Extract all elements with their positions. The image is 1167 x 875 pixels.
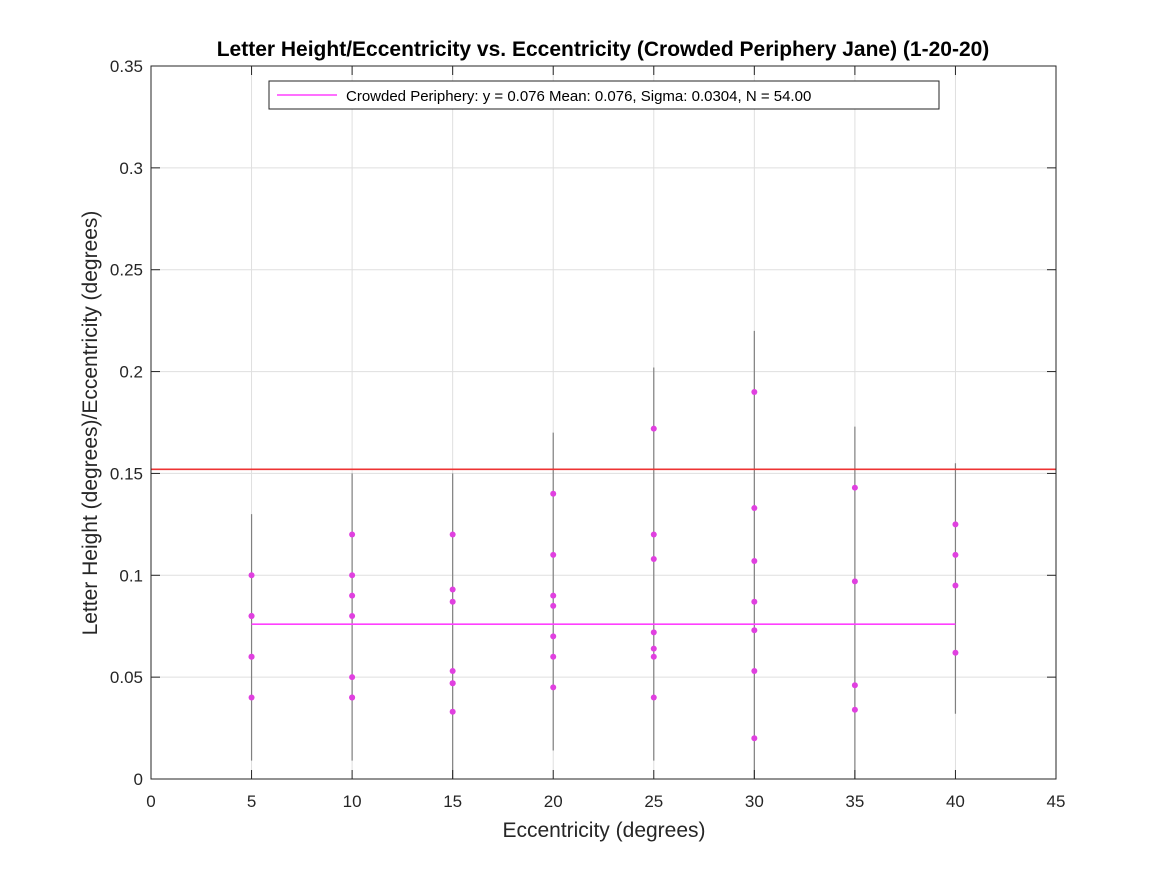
data-point	[650, 425, 657, 432]
x-tick-label: 20	[544, 792, 563, 811]
x-tick-label: 5	[247, 792, 256, 811]
data-point	[449, 668, 456, 675]
data-point	[449, 598, 456, 605]
data-point	[349, 592, 356, 599]
y-tick-label: 0.1	[119, 566, 143, 585]
y-tick-label: 0.05	[110, 668, 143, 687]
axes-background	[151, 66, 1056, 779]
data-point	[248, 694, 255, 701]
data-point	[550, 653, 557, 660]
axes-frame	[150, 65, 1057, 780]
data-point	[751, 735, 758, 742]
y-tick-label: 0.15	[110, 464, 143, 483]
x-tick-label: 15	[443, 792, 462, 811]
data-point	[349, 694, 356, 701]
plot-area: 0 5 10 15 20 25 30 35 40 45 0 0.05 0.1 0.15 0.2 0.25 0.3…	[110, 57, 1066, 811]
data-point	[650, 629, 657, 636]
data-point	[952, 649, 959, 656]
data-point	[751, 627, 758, 634]
data-point	[449, 531, 456, 538]
x-axis-label: Eccentricity (degrees)	[502, 819, 705, 842]
x-tick-label: 0	[146, 792, 155, 811]
data-point	[550, 633, 557, 640]
data-point	[550, 602, 557, 609]
data-point	[650, 653, 657, 660]
data-point	[449, 586, 456, 593]
data-point	[952, 582, 959, 589]
data-point	[248, 613, 255, 620]
y-tick-label: 0.25	[110, 261, 143, 280]
data-point	[751, 668, 758, 675]
y-tick-label: 0	[134, 770, 143, 789]
legend: Crowded Periphery: y = 0.076 Mean: 0.076…	[268, 80, 940, 110]
data-point	[650, 694, 657, 701]
x-tick-label: 25	[644, 792, 663, 811]
data-point	[550, 684, 557, 691]
data-point	[349, 572, 356, 579]
legend-box	[268, 80, 940, 110]
data-point	[851, 484, 858, 491]
data-point	[449, 708, 456, 715]
data-point	[650, 555, 657, 562]
x-tick-label: 45	[1047, 792, 1066, 811]
data-point	[851, 706, 858, 713]
y-tick-label: 0.35	[110, 57, 143, 76]
data-point	[550, 551, 557, 558]
y-tick-label: 0.3	[119, 159, 143, 178]
data-point	[248, 653, 255, 660]
data-point	[751, 505, 758, 512]
chart-title: Letter Height/Eccentricity vs. Eccentric…	[217, 38, 990, 61]
x-tick-label: 35	[845, 792, 864, 811]
data-point	[751, 558, 758, 565]
y-axis-label: Letter Height (degrees)/Eccentricity (de…	[79, 211, 102, 636]
x-tick-label: 10	[343, 792, 362, 811]
data-point	[751, 598, 758, 605]
data-point	[349, 674, 356, 681]
data-point	[851, 578, 858, 585]
x-tick-label: 30	[745, 792, 764, 811]
data-point	[349, 531, 356, 538]
data-point	[248, 572, 255, 579]
y-tick-label: 0.2	[119, 363, 143, 382]
x-tick-label: 40	[946, 792, 965, 811]
data-point	[751, 388, 758, 395]
data-point	[550, 490, 557, 497]
data-point	[650, 531, 657, 538]
data-point	[449, 680, 456, 687]
legend-entry-crowded-periphery: Crowded Periphery: y = 0.076 Mean: 0.076…	[346, 88, 811, 105]
data-point	[851, 682, 858, 689]
data-point	[650, 645, 657, 652]
data-point	[952, 521, 959, 528]
data-point	[550, 592, 557, 599]
data-point	[952, 551, 959, 558]
data-point	[349, 613, 356, 620]
